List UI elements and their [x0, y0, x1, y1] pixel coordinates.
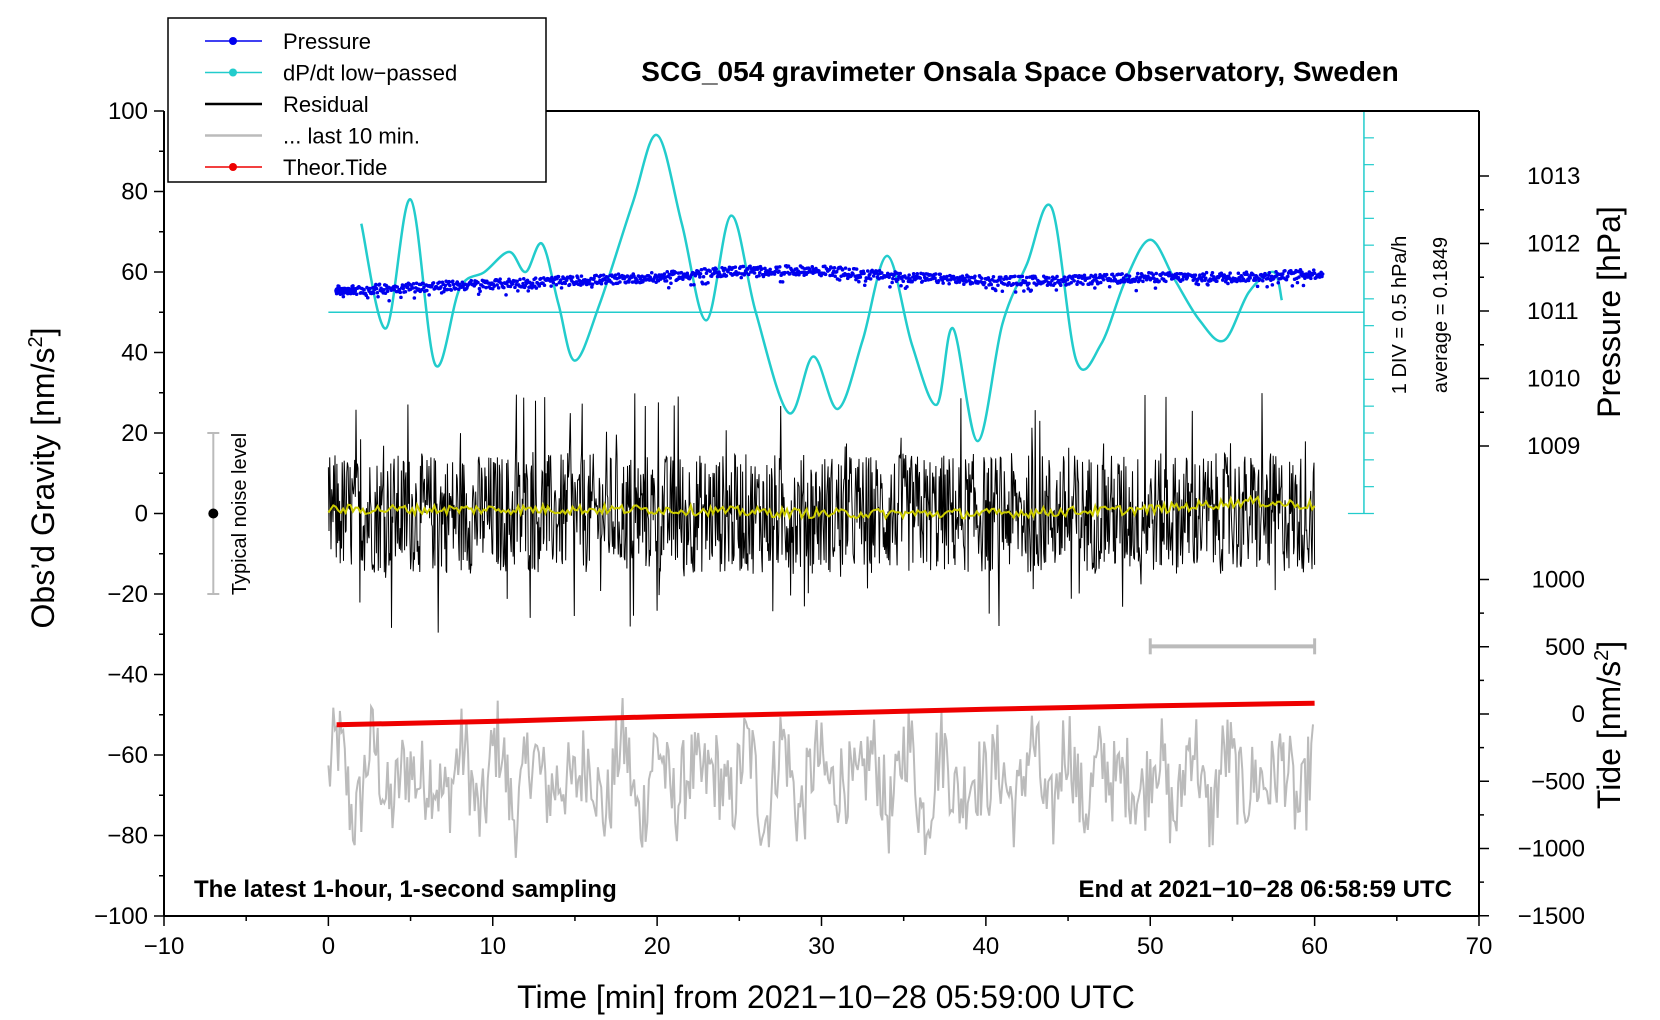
pressure-tick-label: 1010 — [1527, 366, 1580, 393]
x-tick-label: 30 — [808, 933, 835, 960]
legend-label: ... last 10 min. — [283, 124, 420, 149]
y-tick-label: 40 — [121, 340, 148, 367]
pressure-start-marker — [349, 286, 357, 295]
y-tick-label: −80 — [107, 823, 148, 850]
legend-label: Theor.Tide — [283, 155, 387, 180]
tide-tick-label: −1500 — [1518, 903, 1585, 930]
residual-trace — [327, 393, 1316, 633]
legend-entry: dP/dt low−passed — [205, 61, 457, 86]
noise-level-label: Typical noise level — [229, 433, 251, 595]
tide-tick-label: −500 — [1531, 768, 1585, 795]
legend-label: Pressure — [283, 29, 371, 54]
tide-tick-label: 1000 — [1532, 567, 1585, 594]
pressure-tick-label: 1013 — [1527, 163, 1580, 190]
theoretical-tide-line — [336, 700, 1315, 728]
x-tick-label: 0 — [322, 933, 335, 960]
bottom-left-note: The latest 1-hour, 1-second sampling — [194, 876, 617, 903]
y-axis-label-main: Obs’d Gravity [nm/s — [25, 348, 61, 629]
pressure-tick-label: 1012 — [1527, 231, 1580, 258]
y-tick-label: 60 — [121, 259, 148, 286]
pressure-tick-label: 1011 — [1527, 298, 1579, 325]
y-axis-label: Obs’d Gravity [nm/s2] — [25, 328, 61, 629]
y-tick-label: −20 — [107, 581, 148, 608]
legend-marker — [229, 68, 237, 77]
legend: Pressure dP/dt low−passed Residual ... last… — [167, 17, 547, 183]
x-tick-label: 20 — [644, 933, 671, 960]
dpdt-lowpassed-line — [360, 133, 1284, 443]
y-tick-label: 0 — [135, 501, 148, 528]
residual-smoothed-trace — [327, 494, 1316, 521]
tide-axis-label-end: ] — [1591, 641, 1627, 650]
legend-marker — [229, 37, 237, 45]
x-axis-label: Time [min] from 2021−10−28 05:59:00 UTC — [517, 979, 1135, 1015]
tide-axis-label-main: Tide [nm/s — [1591, 661, 1627, 809]
noise-bar-center — [208, 508, 219, 519]
tide-tick-label: 500 — [1545, 634, 1585, 661]
bottom-right-note: End at 2021−10−28 06:58:59 UTC — [1078, 876, 1452, 903]
legend-marker — [229, 163, 237, 171]
y-tick-label: 80 — [121, 179, 148, 206]
tide-tick-label: 0 — [1572, 701, 1585, 728]
legend-entry: Residual — [205, 92, 369, 117]
legend-label: Residual — [283, 92, 369, 117]
y-tick-label: 100 — [108, 98, 148, 125]
tick-marks: −10 0 10 20 30 40 50 60 70−100−80−60−40−20020406… — [94, 98, 1585, 960]
legend-entry: Theor.Tide — [205, 155, 387, 180]
scale-label-div: 1 DIV = 0.5 hPa/h — [1389, 236, 1411, 394]
x-tick-label: 40 — [973, 933, 1000, 960]
last-10-min-trace — [327, 698, 1314, 858]
tide-tick-label: −1000 — [1518, 836, 1585, 863]
pressure-axis-label: Pressure [hPa] — [1591, 206, 1627, 418]
x-tick-label: 70 — [1466, 933, 1493, 960]
y-tick-label: 20 — [121, 420, 148, 447]
x-tick-label: 10 — [479, 933, 506, 960]
tide-axis-label: Tide [nm/s2] — [1591, 641, 1627, 809]
pressure-tick-label: 1009 — [1527, 433, 1580, 460]
x-tick-label: 50 — [1137, 933, 1164, 960]
legend-entry: Pressure — [205, 29, 371, 54]
y-axis-label-end: ] — [25, 328, 61, 337]
data-traces — [207, 110, 1374, 858]
x-tick-label: 60 — [1301, 933, 1328, 960]
legend-box — [167, 17, 547, 183]
x-tick-label: −10 — [144, 933, 185, 960]
legend-label: dP/dt low−passed — [283, 61, 457, 86]
scale-label-average: average = 0.1849 — [1430, 237, 1452, 393]
y-axis-label-sup: 2 — [25, 336, 47, 347]
chart-title: SCG_054 gravimeter Onsala Space Observat… — [641, 56, 1398, 87]
legend-entry: ... last 10 min. — [205, 124, 420, 149]
y-tick-label: −60 — [107, 742, 148, 769]
y-tick-label: −40 — [107, 662, 148, 689]
tide-axis-label-sup: 2 — [1591, 650, 1613, 661]
y-tick-label: −100 — [94, 903, 148, 930]
